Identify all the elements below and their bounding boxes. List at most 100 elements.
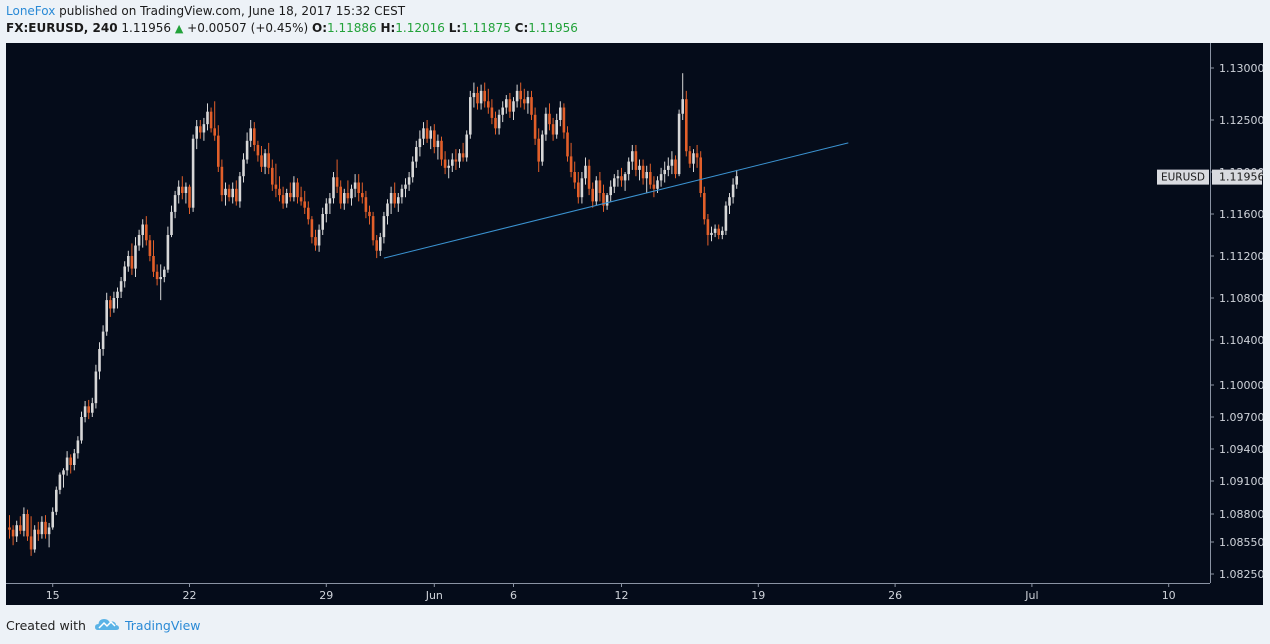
author-link[interactable]: LoneFox — [6, 4, 56, 18]
candle-body — [389, 193, 393, 204]
candle-body — [289, 193, 292, 198]
candle-body — [487, 101, 490, 108]
candle-body — [476, 92, 479, 104]
candle-body — [541, 134, 544, 162]
candle-body — [285, 193, 288, 204]
candle-body — [109, 300, 112, 309]
candle-body — [98, 349, 101, 372]
candle-body — [55, 489, 58, 512]
candle-body — [141, 224, 144, 235]
candle-body — [443, 159, 447, 168]
candle-body — [681, 99, 684, 114]
time-tick-label: 10 — [1162, 589, 1176, 602]
candle-body — [382, 216, 386, 238]
candle-body — [371, 216, 375, 241]
candle-body — [166, 235, 170, 270]
candle-body — [94, 371, 98, 404]
price-tick-label: 1.09700 — [1219, 411, 1263, 424]
time-tick-label: 6 — [510, 589, 517, 602]
trend-line — [383, 142, 849, 259]
candle-body — [271, 167, 274, 185]
last-price-box — [1212, 169, 1262, 185]
candle-body — [652, 184, 656, 189]
candle-body — [130, 256, 134, 269]
candle-body — [245, 140, 249, 160]
candle-body — [191, 138, 195, 208]
candle-body — [375, 240, 378, 251]
candle-body — [76, 440, 80, 454]
candle-body — [566, 132, 569, 157]
candle-body — [577, 182, 580, 198]
candle-body — [155, 271, 159, 280]
candle-body — [62, 470, 65, 475]
candle-body — [440, 140, 443, 160]
candle-body — [458, 153, 461, 162]
price-tick-label: 1.08550 — [1219, 536, 1263, 549]
candle-body — [11, 529, 15, 537]
candle-body — [173, 195, 177, 212]
candle-body — [256, 144, 260, 156]
symbol-line: FX:EURUSD, 240 1.11956 ▲ +0.00507 (+0.45… — [6, 20, 578, 37]
candle-body — [184, 186, 188, 193]
candle-body — [638, 165, 641, 170]
candle-body — [663, 169, 666, 175]
price-change: +0.00507 (+0.45%) — [187, 21, 309, 35]
candle-body — [562, 107, 566, 133]
candle-body — [253, 128, 256, 145]
candle-body — [332, 177, 335, 199]
low-value: 1.11875 — [461, 21, 511, 35]
open-value: 1.11886 — [327, 21, 377, 35]
candle-body — [555, 120, 558, 135]
candle-body — [263, 153, 267, 167]
candle-body — [692, 153, 695, 164]
candle-body — [343, 193, 346, 204]
time-tick-label: Jun — [425, 589, 443, 602]
tradingview-link[interactable]: TradingView — [124, 618, 201, 633]
candle-body — [65, 457, 69, 471]
candle-body — [677, 113, 681, 175]
open-label: O: — [312, 21, 327, 35]
created-with-text: Created with — [6, 618, 86, 633]
candle-body — [649, 172, 652, 185]
candle-body — [505, 99, 508, 108]
candle-body — [526, 97, 530, 104]
time-tick-label: Jul — [1024, 589, 1038, 602]
candle-body — [368, 211, 371, 217]
candle-body — [465, 134, 468, 158]
candle-body — [379, 237, 382, 251]
candle-body — [242, 159, 245, 177]
symbol-label-text: EURUSD — [1161, 172, 1205, 184]
price-chart[interactable]: 1.130001.125001.120001.116001.112001.108… — [6, 43, 1263, 605]
candle-body — [310, 219, 314, 238]
candle-body — [213, 128, 216, 136]
price-tick-label: 1.10000 — [1219, 379, 1263, 392]
candle-body — [451, 159, 454, 166]
candle-body — [152, 256, 155, 272]
candle-body — [299, 197, 303, 202]
candle-body — [548, 113, 551, 125]
candle-body — [501, 107, 504, 115]
candle-body — [170, 211, 173, 235]
candle-body — [497, 114, 501, 129]
candle-body — [735, 176, 738, 185]
candle-body — [112, 298, 116, 309]
candle-body — [490, 107, 494, 118]
candle-body — [508, 99, 512, 112]
candle-body — [411, 161, 414, 178]
footer: Created with TradingView — [6, 617, 201, 634]
symbol-label-box — [1157, 169, 1209, 185]
candle-body — [51, 511, 54, 528]
candle-body — [148, 240, 152, 256]
candle-body — [321, 214, 324, 230]
candle-body — [238, 176, 242, 202]
candle-body — [544, 113, 548, 135]
candle-body — [58, 474, 62, 490]
candle-body — [436, 140, 440, 148]
candle-body — [418, 138, 422, 148]
candle-body — [123, 266, 126, 282]
candle-body — [325, 203, 328, 214]
candle-body — [674, 159, 677, 175]
candle-body — [267, 153, 270, 168]
candle-body — [227, 188, 231, 198]
candle-body — [105, 300, 108, 332]
